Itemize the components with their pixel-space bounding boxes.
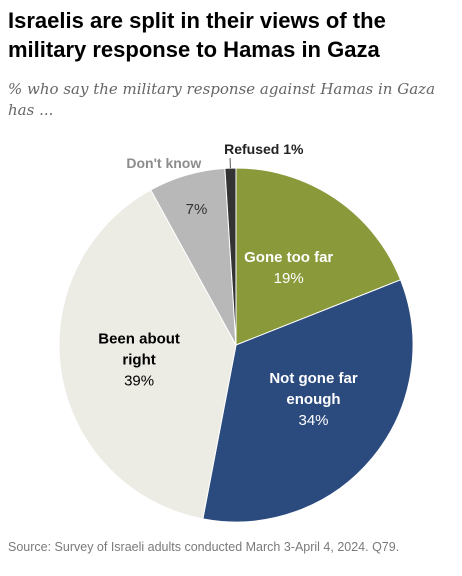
source-note: Source: Survey of Israeli adults conduct…: [8, 540, 400, 554]
slice-label-refused: Refused 1%: [224, 141, 304, 157]
slice-label-been-about-right: right: [122, 351, 155, 368]
slice-label-gone-too-far: Gone too far: [244, 249, 333, 266]
slice-label-been-about-right: Been about: [98, 330, 180, 347]
slice-value-not-gone-far-enough: 34%: [298, 412, 328, 429]
slice-label-not-gone-far-enough: Not gone far: [269, 370, 357, 387]
slice-label-not-gone-far-enough: enough: [286, 391, 340, 408]
chart-subtitle: % who say the military response against …: [8, 80, 436, 119]
slice-label-don-t-know: Don't know: [126, 155, 201, 171]
pie-slice-been-about-right: [58, 189, 237, 520]
slice-value-gone-too-far: 19%: [274, 270, 304, 287]
slice-value-don-t-know: 7%: [186, 201, 208, 218]
chart-title: Israelis are split in their views of the…: [8, 8, 386, 62]
pie-slice-not-gone-far-enough: [202, 279, 414, 523]
slice-value-been-about-right: 39%: [124, 372, 154, 389]
pie-slice-gone-too-far: [235, 167, 402, 346]
